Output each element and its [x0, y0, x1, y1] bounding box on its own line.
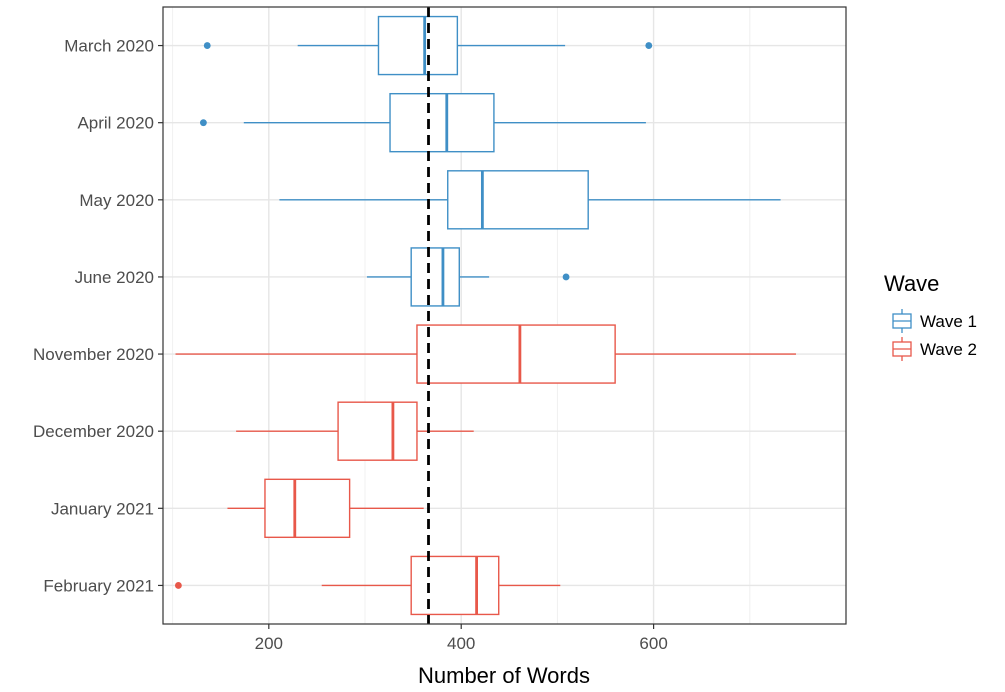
- y-tick-label: May 2020: [79, 191, 154, 210]
- legend-entry-wave-1: Wave 1: [892, 309, 977, 333]
- box-december-2020: [236, 401, 474, 461]
- x-axis-title: Number of Words: [418, 663, 590, 688]
- y-tick-label: December 2020: [33, 422, 154, 441]
- legend-title: Wave: [884, 271, 939, 296]
- box-january-2021: [227, 478, 424, 539]
- outlier-point: [174, 582, 182, 589]
- legend-entry-wave-2: Wave 2: [892, 337, 977, 361]
- box-march-2020: [203, 15, 653, 76]
- box-iqr: [410, 555, 500, 616]
- y-tick-label: February 2021: [43, 576, 154, 595]
- outlier-point: [645, 42, 653, 49]
- plot-panel-border: [162, 6, 847, 625]
- box-april-2020: [200, 92, 646, 153]
- box-iqr: [389, 92, 495, 153]
- y-tick-label: November 2020: [33, 345, 154, 364]
- legend: Wave Wave 1 Wave 2: [884, 271, 977, 361]
- box-june-2020: [366, 247, 570, 307]
- y-axis: March 2020 April 2020 May 2020 June 2020 Nov…: [33, 37, 163, 595]
- legend-label: Wave 2: [920, 340, 977, 359]
- x-tick-label: 600: [639, 634, 667, 653]
- outlier-point: [200, 119, 207, 127]
- box-november-2020: [175, 324, 796, 384]
- box-iqr: [377, 15, 459, 76]
- x-tick-label: 400: [447, 634, 475, 653]
- x-axis: 200 400 600: [255, 624, 668, 653]
- outlier-point: [562, 273, 570, 281]
- outlier-point: [203, 42, 211, 49]
- box-iqr: [447, 170, 589, 230]
- y-tick-label: January 2021: [51, 499, 154, 518]
- x-tick-label: 200: [255, 634, 283, 653]
- box-iqr: [410, 247, 460, 307]
- y-tick-label: March 2020: [64, 37, 154, 56]
- y-tick-label: June 2020: [75, 268, 154, 287]
- box-iqr: [416, 324, 616, 384]
- legend-label: Wave 1: [920, 312, 977, 331]
- box-iqr: [264, 478, 351, 539]
- box-iqr: [337, 401, 418, 461]
- box-may-2020: [279, 170, 781, 230]
- box-february-2021: [174, 555, 561, 616]
- y-tick-label: April 2020: [77, 114, 154, 133]
- boxes: [174, 15, 796, 616]
